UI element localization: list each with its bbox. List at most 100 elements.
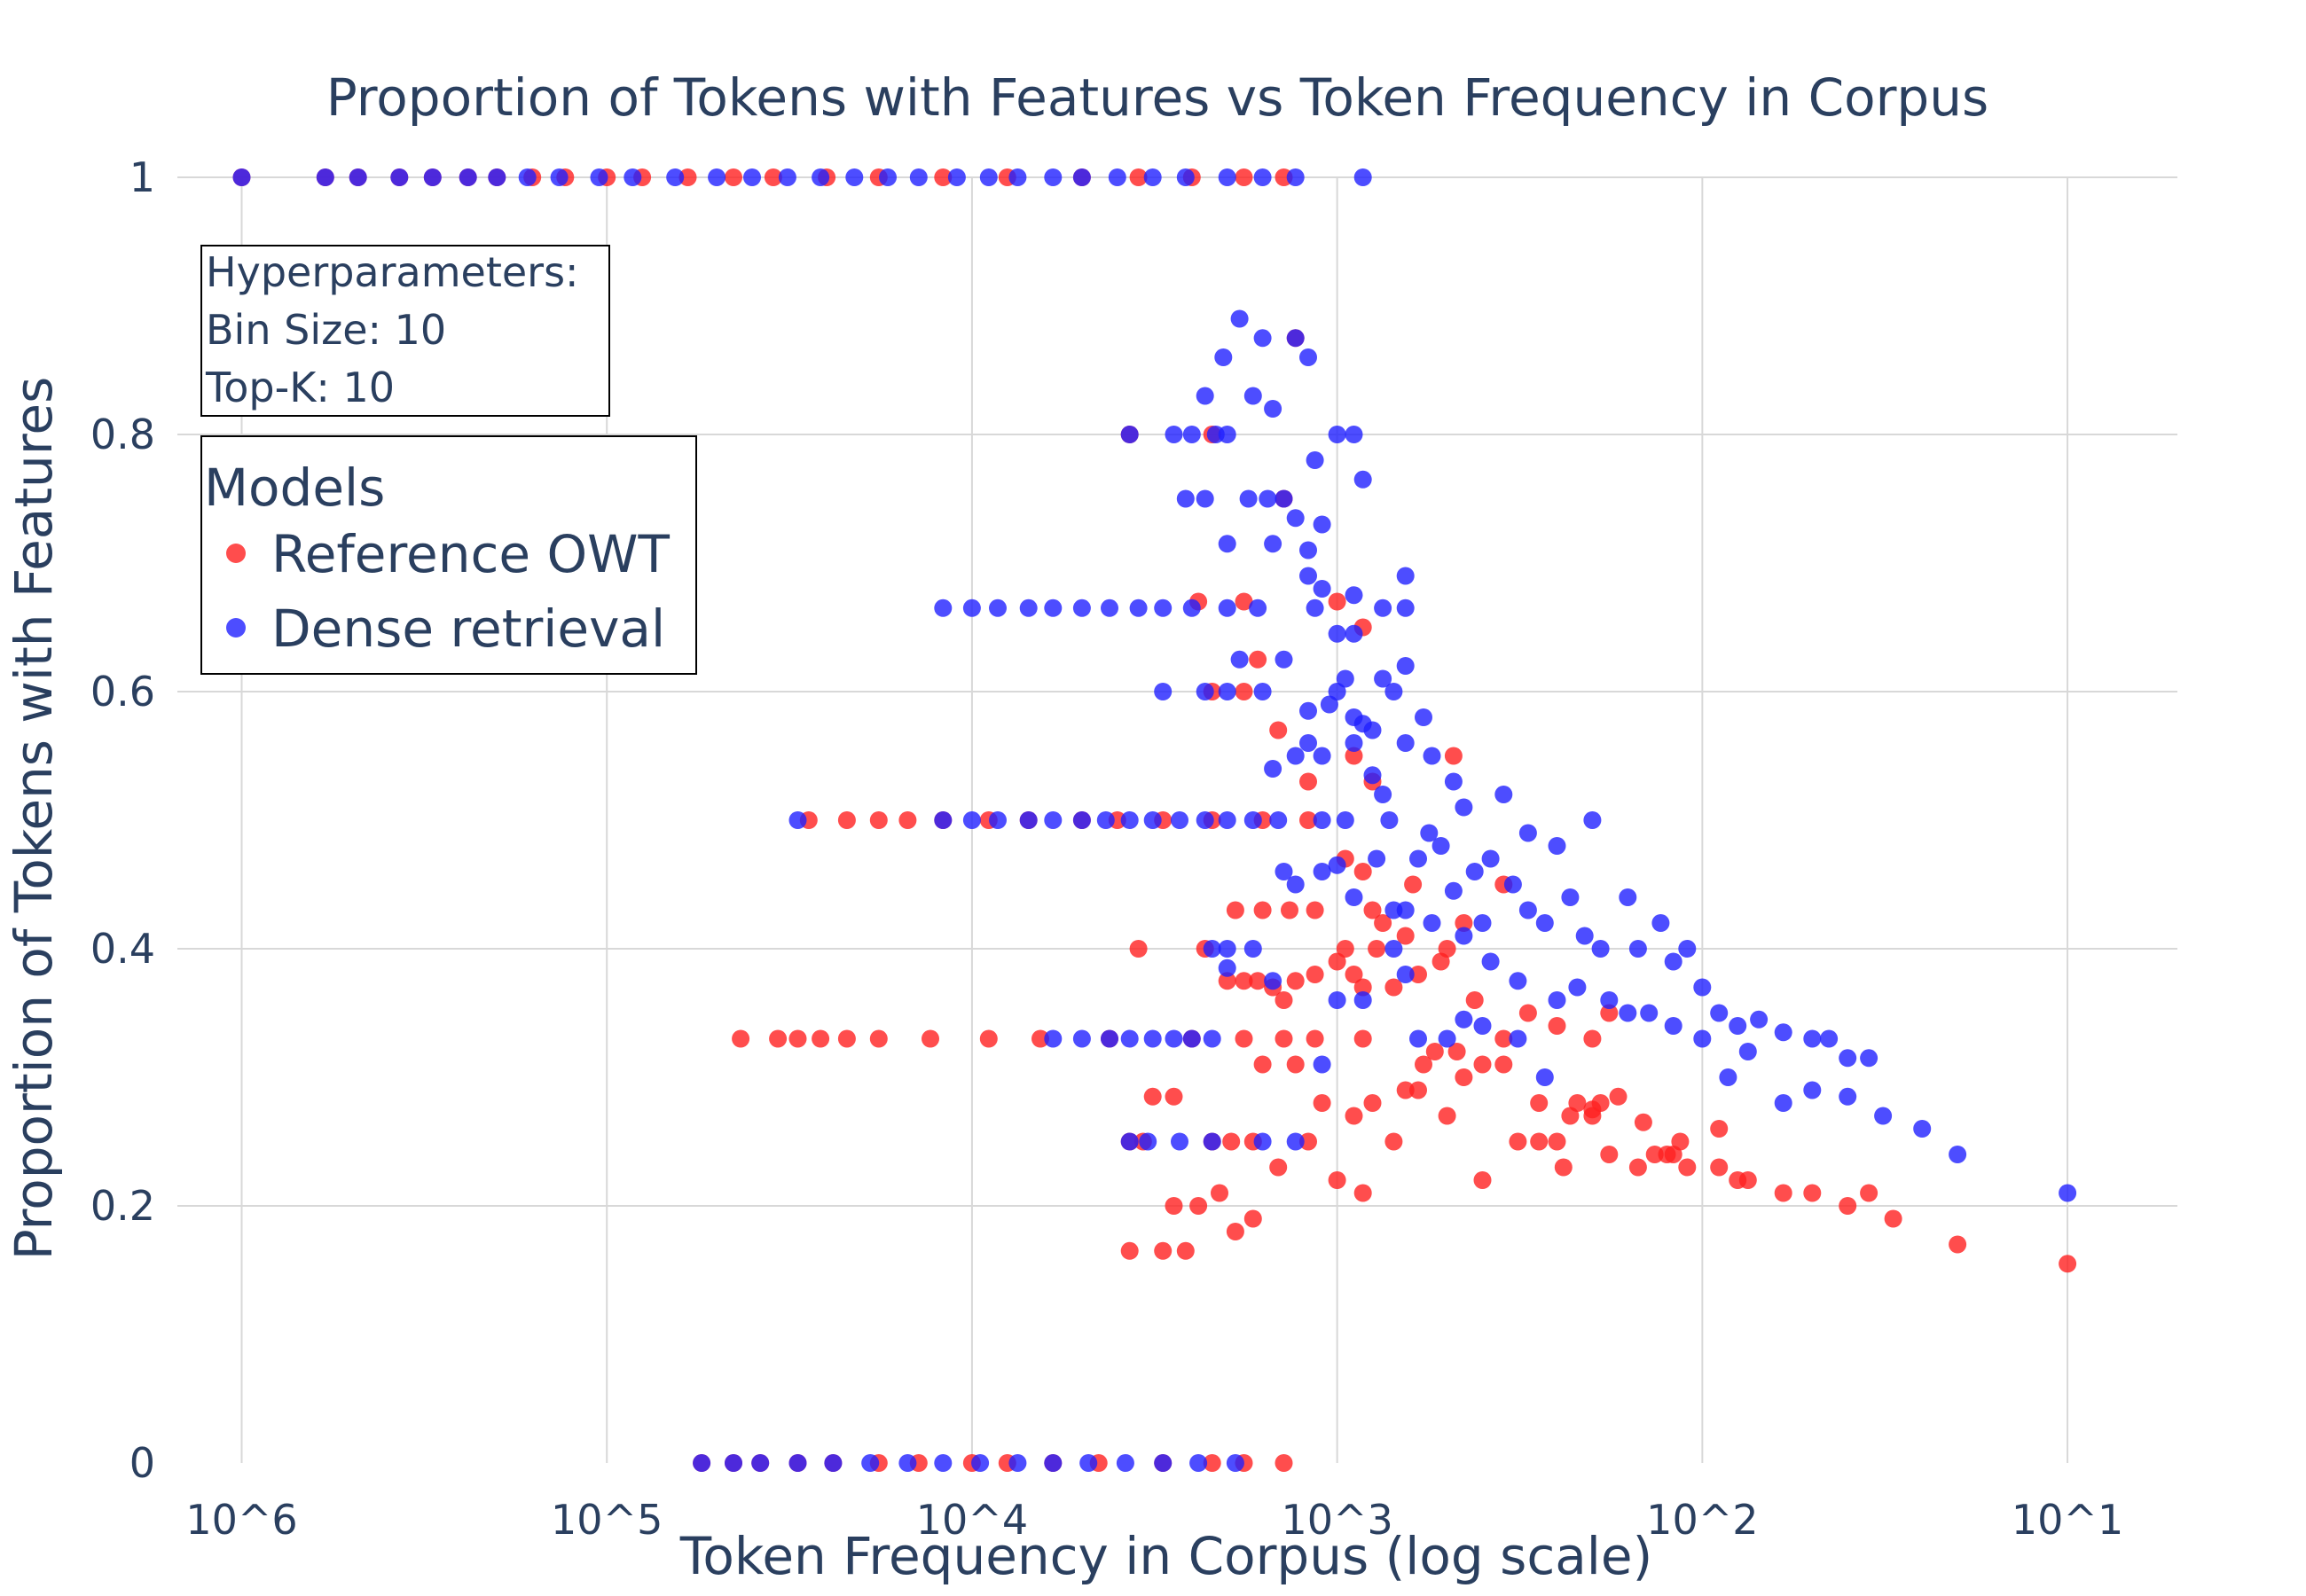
data-point (1455, 798, 1473, 817)
data-point (1196, 489, 1214, 508)
data-point (898, 811, 917, 829)
x-tick-label: 10^1 (2012, 1496, 2123, 1544)
data-point (1839, 1087, 1857, 1106)
data-point (1249, 598, 1267, 617)
data-point (1345, 747, 1363, 765)
data-point (1230, 309, 1249, 328)
data-point (1218, 958, 1236, 977)
data-point (1839, 1197, 1857, 1215)
legend-border (200, 435, 697, 675)
data-point (1750, 1010, 1769, 1029)
y-tick-label: 0 (129, 1439, 155, 1487)
x-tick-label: 10^6 (185, 1496, 297, 1544)
data-point (1431, 837, 1450, 855)
data-point (1548, 1132, 1566, 1151)
data-point (837, 811, 856, 829)
data-point (837, 1029, 856, 1048)
data-point (1226, 1223, 1244, 1240)
data-point (1275, 1029, 1293, 1048)
data-point (1729, 1171, 1747, 1189)
data-point (788, 1029, 807, 1048)
data-point (1774, 1023, 1792, 1042)
data-point (1619, 1004, 1637, 1022)
data-point (934, 811, 953, 829)
data-point (1196, 811, 1214, 829)
data-point (1535, 914, 1554, 932)
data-point (1374, 669, 1392, 688)
data-point (1299, 811, 1317, 829)
data-point (947, 168, 966, 186)
data-point (1243, 387, 1262, 405)
data-point (1600, 1004, 1619, 1022)
data-point (1218, 168, 1236, 186)
data-point (1874, 1107, 1893, 1125)
data-point (1503, 875, 1522, 894)
data-point (1583, 811, 1602, 829)
data-point (693, 1454, 711, 1472)
data-point (1275, 863, 1293, 880)
data-point (1548, 1017, 1566, 1035)
data-point (1455, 927, 1473, 945)
data-point (1396, 734, 1415, 752)
data-point (1328, 1171, 1346, 1189)
data-point (1345, 426, 1363, 443)
data-point (550, 168, 569, 186)
data-point (778, 168, 796, 186)
data-point (1299, 541, 1317, 559)
data-point (1396, 657, 1415, 675)
data-point (1380, 811, 1399, 829)
data-point (1535, 1068, 1554, 1086)
data-point (1664, 1017, 1682, 1035)
data-point (1203, 1454, 1221, 1472)
data-point (922, 1029, 939, 1048)
data-point (1444, 881, 1463, 900)
data-point (1353, 168, 1372, 186)
data-point (1345, 888, 1363, 906)
data-point (1328, 426, 1346, 443)
data-point (1404, 875, 1423, 894)
legend-marker-reference-owt (226, 544, 246, 563)
data-point (743, 168, 761, 186)
data-point (1120, 426, 1139, 443)
data-point (316, 168, 334, 186)
data-point (1509, 972, 1527, 990)
data-point (1203, 1029, 1221, 1048)
data-point (1328, 991, 1346, 1009)
data-point (1176, 1241, 1195, 1260)
legend: Models Reference OWT Dense retrieval (200, 435, 697, 675)
data-point (1473, 1055, 1492, 1074)
data-point (1286, 972, 1305, 990)
data-point (1306, 901, 1324, 919)
data-point (1820, 1029, 1839, 1048)
data-point (423, 168, 442, 186)
data-point (1008, 168, 1027, 186)
data-point (1353, 470, 1372, 489)
data-point (1281, 901, 1298, 919)
data-point (1286, 168, 1305, 186)
data-point (1286, 1132, 1305, 1151)
data-point (1176, 168, 1195, 186)
data-point (1465, 863, 1484, 880)
data-point (1299, 348, 1317, 366)
data-point (459, 168, 477, 186)
data-point (1353, 978, 1372, 997)
data-point (1591, 940, 1610, 958)
data-point (1235, 683, 1253, 700)
data-point (488, 168, 506, 186)
data-point (812, 168, 830, 186)
data-point (1299, 1132, 1317, 1151)
data-point (1218, 683, 1236, 700)
data-point (1473, 1171, 1492, 1189)
data-point (1425, 1043, 1444, 1060)
data-point (1313, 863, 1331, 880)
data-point (1415, 1055, 1432, 1074)
data-point (1253, 1055, 1272, 1074)
data-point (1189, 1197, 1208, 1215)
data-point (1396, 901, 1415, 919)
data-point (1253, 329, 1272, 348)
data-point (518, 168, 537, 186)
data-point (1345, 734, 1363, 752)
data-point (1243, 811, 1262, 829)
data-point (1658, 1146, 1676, 1163)
data-point (1116, 1454, 1134, 1472)
